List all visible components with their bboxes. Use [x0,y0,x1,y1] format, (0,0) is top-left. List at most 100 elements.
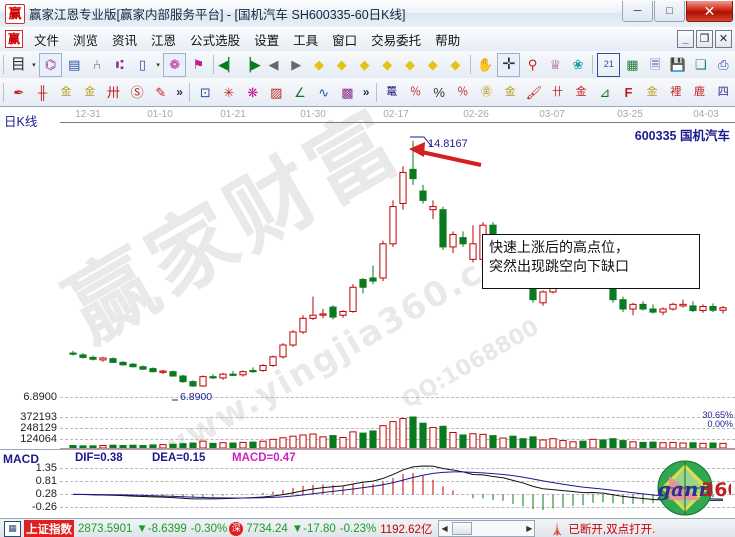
chevron-down-icon[interactable]: ▾ [32,61,36,69]
index-name-badge[interactable]: 上证指数 [24,519,74,537]
menu-logo-icon: 赢 [5,30,23,48]
f-angle-icon[interactable]: F [624,84,633,100]
bar-chart-9-icon[interactable]: ⑆ [115,57,124,72]
brain-tool-icon[interactable]: ❀ [572,57,584,72]
angle-up-icon[interactable]: ⊿ [599,84,611,100]
price-gridline-low [60,397,735,398]
gold-red-icon[interactable]: 金 [575,85,587,98]
diamond-center-icon[interactable]: ◆ [427,57,438,72]
toolbar-separator [3,55,4,74]
menu-item-file[interactable]: 文件 [34,33,60,48]
toolbar2-separator-2 [189,82,191,102]
diamond-both-icon[interactable]: ◆ [359,57,370,72]
next-icon[interactable]: ▶ [291,57,302,72]
grid-table-icon[interactable]: ▦ [626,57,639,72]
calendar-21-icon[interactable]: 21 [597,52,621,77]
maximize-button[interactable]: □ [654,1,685,22]
diamond-right-icon[interactable]: ◆ [336,57,347,72]
volume-pane[interactable]: 372193 248129 124064 30.65% 0.00% [0,410,735,449]
menu-item-help[interactable]: 帮助 [435,33,461,48]
gann-grid-icon[interactable]: ╫ [37,84,48,100]
menu-item-news[interactable]: 资讯 [112,33,138,48]
chart-canvas[interactable]: 赢家财富 www.yingjia360.com QQ:1068800 日K线 1… [0,106,735,519]
annotation-line-1: 快速上涨后的高点位， [489,240,629,256]
gann-wheel-icon[interactable]: ❋ [247,84,259,100]
scroll-right-icon[interactable]: ▶ [526,524,533,533]
diamond-left-icon[interactable]: ◆ [314,57,325,72]
copy-icon[interactable]: ❏ [694,57,707,72]
cross-red-icon[interactable]: 卄 [551,85,563,98]
crosshair-tool-icon[interactable]: ✛ [497,52,521,77]
mdi-minimize-button[interactable]: _ [677,30,694,48]
gold-line-icon[interactable]: 金 [504,85,516,98]
shenzhen-badge-icon[interactable]: 深 [229,521,244,536]
save-icon[interactable]: 💾 [669,57,686,72]
mdi-restore-button[interactable]: ❐ [696,30,713,48]
compass-tool-icon[interactable]: ⚲ [527,57,538,72]
box-tool-icon[interactable]: ⊡ [199,84,211,100]
scroll-left-icon[interactable]: ◀ [441,524,448,533]
menu-item-settings[interactable]: 设置 [254,33,280,48]
flag-icon[interactable]: ⚑ [192,57,205,72]
angle-tool-icon[interactable]: ∠ [294,84,306,100]
diamond-expand-icon[interactable]: ◆ [382,57,393,72]
close-button[interactable]: ✕ [686,1,733,22]
gann-gold-2-icon[interactable]: 金 [84,85,96,98]
toolbar2-overflow-icon-2[interactable]: » [362,85,370,99]
menu-item-tools[interactable]: 工具 [293,33,319,48]
diamond-shrink-icon[interactable]: ◆ [404,57,415,72]
document-icon[interactable]: 🗏 [649,57,661,72]
export-icon[interactable]: ⎙ [718,57,729,72]
si-angle-icon[interactable]: 四 [717,85,729,98]
percent-label-icon[interactable]: % [433,84,445,100]
macd-pane[interactable]: MACD DIF=0.38 DEA=0.15 MACD=0.47 1.35 0.… [0,449,735,519]
report-icon[interactable]: ▤ [68,57,81,72]
toolbar2-overflow-icon[interactable]: » [176,85,183,99]
last-page-icon[interactable]: ▕▶ [240,57,261,72]
title-bar: 赢 赢家江恩专业版[赢家内部服务平台] - [国机汽车 SH600335-60日… [0,0,735,28]
gann-f-icon[interactable]: 卅 [107,84,121,100]
square-tool-icon[interactable]: ▨ [270,84,283,100]
gann-gold-1-icon[interactable]: 金 [60,85,72,98]
market-grid-icon[interactable]: ▦ [4,520,21,537]
gold-angle-icon[interactable]: 金 [646,85,658,98]
bar-chart-3-icon[interactable]: ⑃ [93,57,101,72]
menu-item-trade[interactable]: 交易委托 [371,33,422,48]
first-page-icon[interactable]: ◀▏ [218,57,239,72]
gann-spiral-icon[interactable]: Ⓢ [130,84,144,100]
fan-lines-icon[interactable]: ✳ [223,84,235,100]
prev-icon[interactable]: ◀ [268,57,279,72]
hand-tool-icon[interactable]: ✋ [477,57,494,72]
grid-tool-icon[interactable]: ▩ [341,84,354,100]
mdi-close-button[interactable]: ✕ [715,30,732,48]
vertical-bar-icon[interactable]: ▯ [138,57,147,72]
pen-grid-icon[interactable]: ✎ [155,84,167,100]
minimize-button[interactable]: ─ [622,1,653,22]
ri-angle-icon[interactable]: 裡 [670,85,682,98]
chevron-down-icon-2[interactable]: ▾ [156,61,160,69]
gann-fan-icon[interactable]: ❁ [163,52,187,77]
crown-tool-icon[interactable]: ♕ [549,57,562,72]
ladder-icon[interactable]: 鼍 [386,85,398,98]
zigzag-tool-icon[interactable]: ∿ [318,84,330,100]
menu-item-gann[interactable]: 江恩 [151,33,177,48]
percent-line-icon[interactable]: ％ [409,85,421,98]
gold-circle-icon[interactable]: ㊎ [480,85,492,98]
volume-axis-label-0: 372193 [20,411,57,423]
calendar-period-icon[interactable]: 目 [10,56,26,73]
volume-axis-label-1: 248129 [20,422,57,434]
diamond-fit-icon[interactable]: ◆ [450,57,461,72]
scroll-thumb[interactable] [452,522,473,535]
yuan-angle-icon[interactable]: 鹿 [694,85,706,98]
pen-tool-icon[interactable]: ✒ [13,84,25,100]
index-change: ▼-8.6399 [136,522,187,535]
date-tick-2: 01-21 [220,109,246,120]
network-chart-icon[interactable]: ⌬ [39,52,62,77]
percent-eq-icon[interactable]: ％ [457,85,469,98]
paint-icon[interactable]: 🖌 [525,84,543,100]
menu-item-formula-stockpick[interactable]: 公式选股 [190,33,241,48]
menu-item-window[interactable]: 窗口 [332,33,358,48]
status-scrollbar[interactable]: ◀ ▶ [438,520,536,537]
menu-item-browse[interactable]: 浏览 [73,33,99,48]
